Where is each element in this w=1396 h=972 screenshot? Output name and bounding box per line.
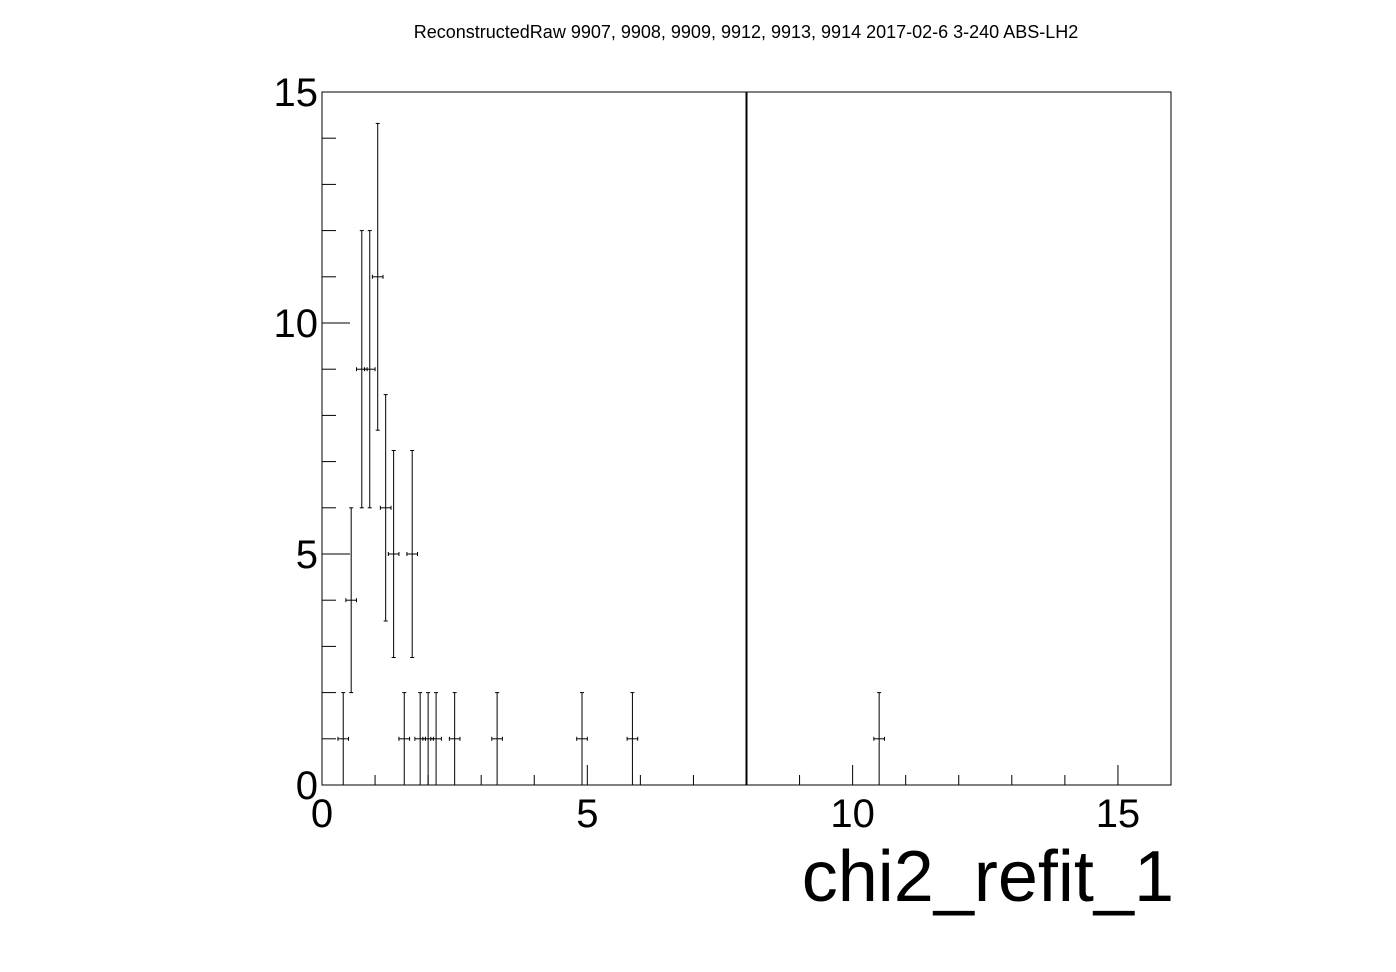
data-point: [873, 692, 885, 786]
data-points: [337, 92, 885, 786]
data-point: [363, 230, 376, 509]
data-point: [345, 507, 357, 694]
data-point: [398, 692, 411, 786]
data-point: [337, 692, 350, 786]
data-point: [448, 692, 461, 786]
data-point: [371, 122, 384, 431]
x-tick-label: 15: [1096, 792, 1141, 836]
y-tick-label: 5: [296, 533, 318, 577]
data-point: [626, 692, 639, 786]
chart-title: ReconstructedRaw 9907, 9908, 9909, 9912,…: [414, 22, 1078, 42]
y-tick-label: 0: [296, 764, 318, 808]
x-tick-label: 0: [311, 792, 333, 836]
y-tick-label: 10: [274, 302, 319, 346]
data-point: [576, 692, 588, 786]
data-point: [430, 692, 442, 786]
data-point: [491, 692, 503, 786]
data-point: [379, 394, 392, 622]
y-tick-label: 15: [274, 71, 319, 115]
data-point: [406, 450, 419, 658]
data-point: [387, 450, 400, 658]
x-tick-label: 5: [576, 792, 598, 836]
data-point: [422, 692, 434, 786]
x-tick-label: 10: [830, 792, 875, 836]
x-axis-label: chi2_refit_1: [802, 837, 1174, 917]
plot-axes: 0 5 10 15 0 5 10 15: [274, 71, 1172, 836]
